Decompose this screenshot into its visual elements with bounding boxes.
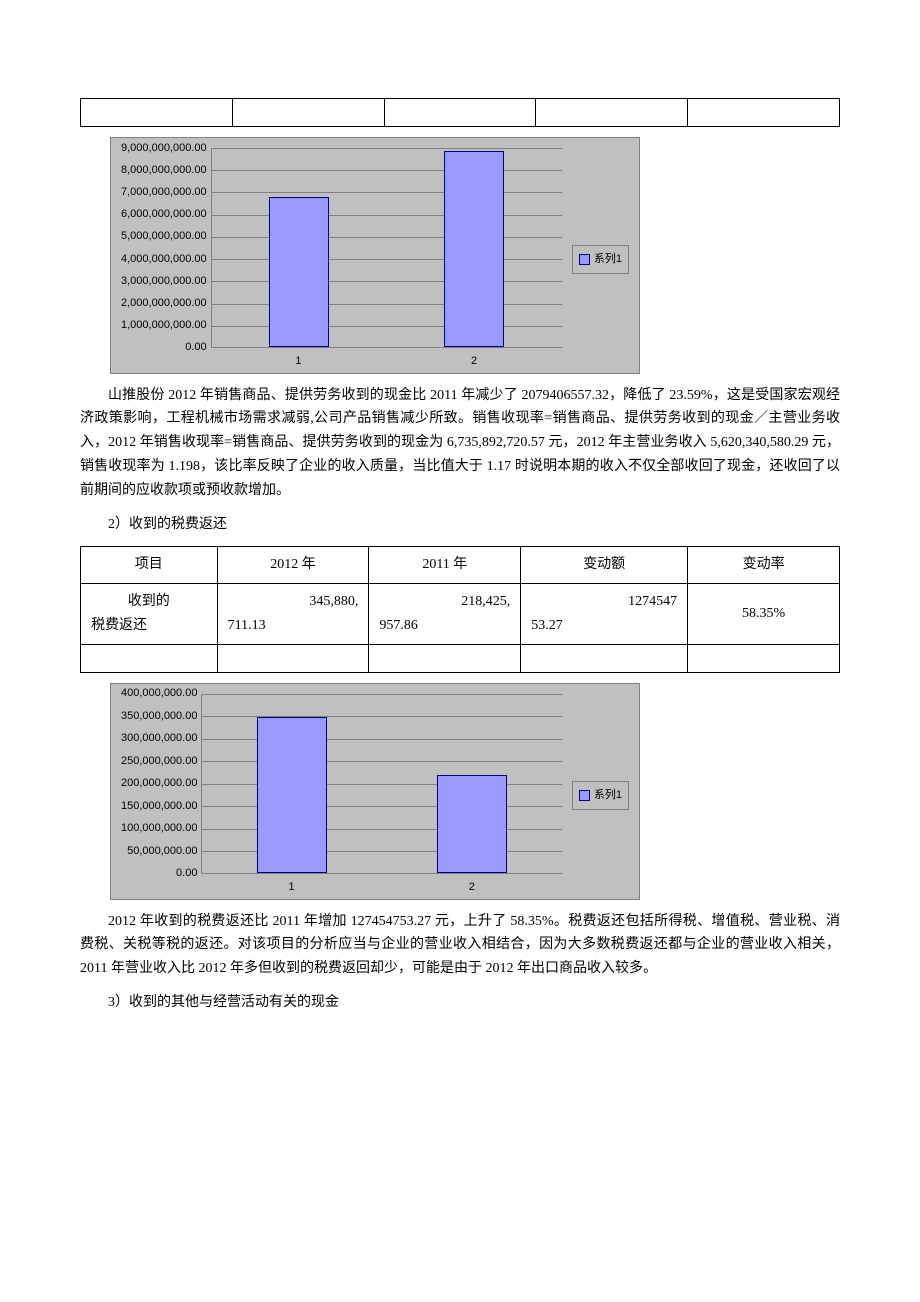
row-label-l1: 收到的 [128, 594, 170, 609]
th-rate: 变动率 [688, 547, 840, 584]
th-2012: 2012 年 [217, 547, 369, 584]
empty-table-top [80, 98, 840, 127]
th-2011: 2011 年 [369, 547, 521, 584]
bar [437, 775, 507, 873]
table-row: 收到的 税费返还 345,880, 711.13 218,425, 957.86… [81, 584, 840, 645]
th-item: 项目 [81, 547, 218, 584]
bar [257, 717, 327, 873]
legend-swatch [579, 254, 590, 265]
legend: 系列1 [572, 245, 629, 274]
chart-2: 400,000,000.00350,000,000.00300,000,000.… [110, 683, 640, 900]
subheading-2: 2）收到的税费返还 [80, 513, 840, 537]
chart-1: 9,000,000,000.008,000,000,000.007,000,00… [110, 137, 640, 374]
legend-swatch [579, 790, 590, 801]
x-tick: 1 [295, 352, 301, 371]
c2012-l2: 711.13 [228, 614, 359, 638]
legend: 系列1 [572, 781, 629, 810]
row-label-l2: 税费返还 [91, 614, 207, 638]
c2011-l1: 218,425, [461, 594, 510, 609]
table-row-empty [81, 644, 840, 672]
legend-label: 系列1 [594, 786, 622, 805]
tax-refund-table: 项目 2012 年 2011 年 变动额 变动率 收到的 税费返还 345,88… [80, 546, 840, 672]
x-tick: 2 [471, 352, 477, 371]
c2011-l2: 957.86 [379, 614, 510, 638]
subheading-3: 3）收到的其他与经营活动有关的现金 [80, 991, 840, 1015]
delta-l2: 53.27 [531, 614, 677, 638]
paragraph-2: 2012 年收到的税费返还比 2011 年增加 127454753.27 元，上… [80, 910, 840, 981]
x-tick: 2 [469, 878, 475, 897]
legend-label: 系列1 [594, 250, 622, 269]
rate-cell: 58.35% [688, 584, 840, 645]
th-delta: 变动额 [521, 547, 688, 584]
c2012-l1: 345,880, [309, 594, 358, 609]
x-tick: 1 [289, 878, 295, 897]
paragraph-1: 山推股份 2012 年销售商品、提供劳务收到的现金比 2011 年减少了 207… [80, 384, 840, 503]
bar [444, 151, 504, 347]
bar [269, 197, 329, 347]
delta-l1: 1274547 [628, 594, 677, 609]
